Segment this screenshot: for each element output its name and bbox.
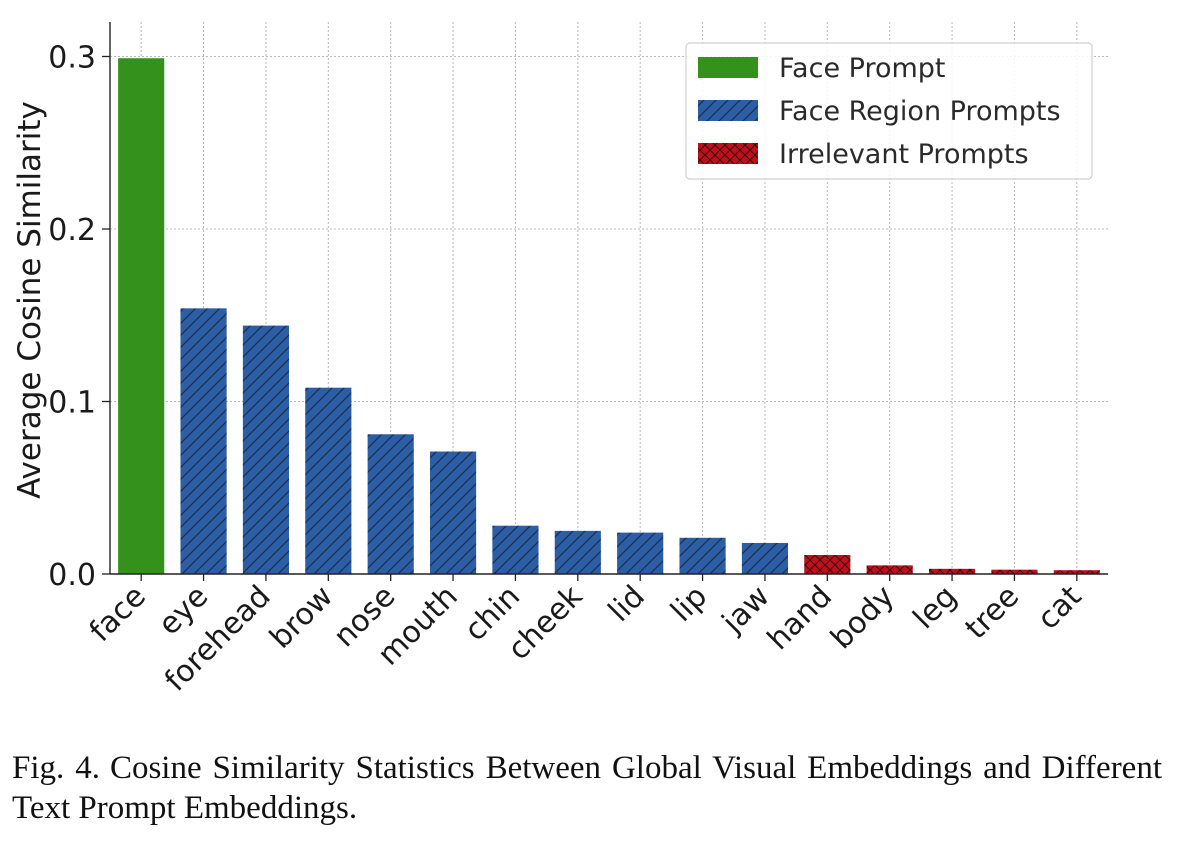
y-tick-label: 0.1 (48, 386, 96, 421)
bar-cat (1053, 570, 1100, 574)
x-tick-label: lip (664, 579, 714, 629)
bar-body (866, 565, 913, 574)
legend-box (685, 42, 1093, 180)
bar-mouth (429, 451, 477, 574)
legend-swatch-region (698, 100, 758, 121)
x-tick-label: tree (959, 579, 1026, 646)
bar-jaw (741, 542, 789, 574)
x-tick-label: brow (263, 579, 340, 656)
legend-swatch-irrelevant (698, 143, 758, 164)
x-tick-label: lid (602, 579, 652, 629)
bar-hand (804, 555, 851, 574)
figure-caption: Fig. 4. Cosine Similarity Statistics Betw… (12, 748, 1162, 828)
legend: Face Prompt Face Region Prompts Irrelevant… (685, 42, 1093, 180)
x-tick-label: body (824, 579, 901, 656)
bar-cheek (554, 530, 601, 574)
y-tick-label: 0.0 (48, 558, 96, 593)
bar-eye (180, 308, 227, 574)
legend-label-irrelevant: Irrelevant Prompts (779, 139, 1029, 170)
figure-number: Fig. 4. (12, 750, 100, 786)
x-tick-label: cat (1031, 579, 1089, 637)
bar-chart: face eye forehead brow nose mouth chin cheek lid… (12, 22, 1108, 698)
legend-swatch-face (698, 57, 758, 78)
caption-text: Cosine Similarity Statistics Between Glo… (12, 750, 1162, 826)
y-axis-label: Average Cosine Similarity (12, 101, 48, 499)
bar-lid (617, 532, 664, 574)
legend-label-face: Face Prompt (779, 53, 946, 84)
bar-brow (305, 387, 352, 574)
y-tick-labels: 0.0 0.1 0.2 0.3 (48, 41, 96, 594)
bar-chin (492, 525, 539, 574)
axes (102, 22, 1108, 581)
y-tick-label: 0.2 (48, 213, 96, 248)
x-tick-label: hand (761, 579, 839, 657)
legend-label-region: Face Region Prompts (779, 96, 1061, 127)
bar-face (118, 58, 165, 575)
bar-tree (991, 569, 1038, 574)
bar-leg (928, 568, 976, 574)
bars (118, 58, 1100, 575)
y-tick-label: 0.3 (48, 41, 96, 76)
bar-forehead (242, 325, 290, 574)
x-tick-label: leg (907, 579, 964, 636)
bar-lip (679, 537, 726, 574)
bar-nose (367, 434, 414, 574)
